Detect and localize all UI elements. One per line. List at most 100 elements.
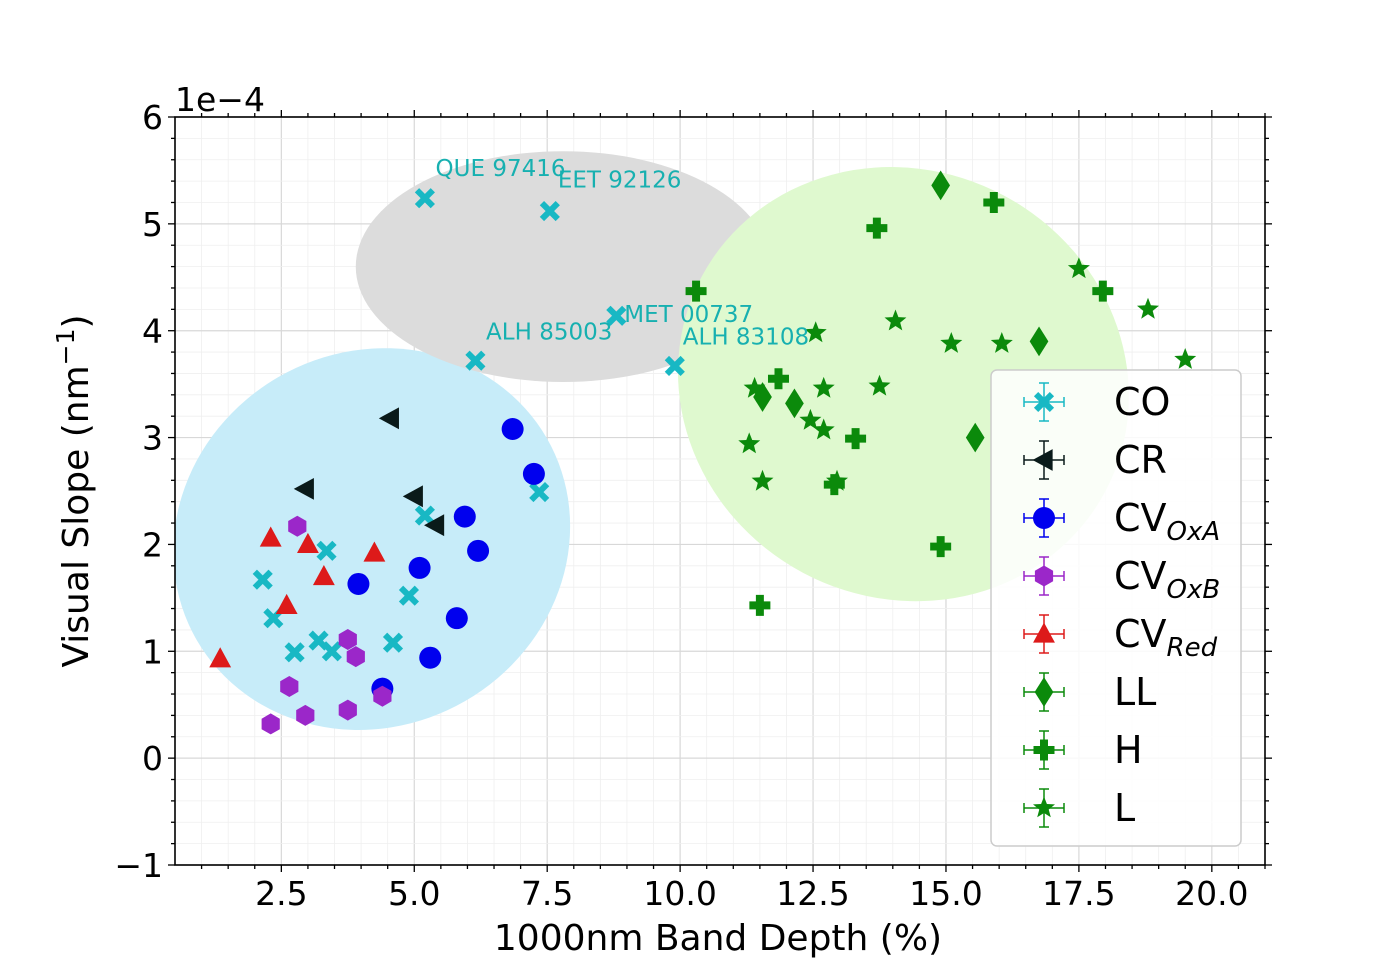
series-CV_Red <box>209 526 386 668</box>
point-CV_OxA <box>419 646 442 669</box>
point-CO <box>539 200 560 222</box>
point-CV_Red <box>363 541 386 562</box>
point-CV_OxA <box>522 462 545 485</box>
anomalous-region <box>355 151 771 383</box>
legend-marker-CO <box>1033 391 1055 413</box>
point-H <box>685 280 707 302</box>
y-tick-label: 5 <box>142 205 163 244</box>
legend-label-H: H <box>1114 728 1143 772</box>
x-tick-label: 20.0 <box>1175 874 1248 913</box>
legend-label-LL: LL <box>1114 670 1156 714</box>
point-CV_OxA <box>445 607 468 630</box>
legend-item-CV_OxA: CVOxA <box>1023 496 1220 547</box>
point-L <box>812 418 835 440</box>
point-CO <box>465 350 486 371</box>
point-L <box>799 408 822 430</box>
point-L <box>1137 297 1159 319</box>
point-CO <box>316 540 337 561</box>
legend-item-L: L <box>1023 786 1135 830</box>
y-axis-label-base: Visual Slope (nm <box>56 365 97 667</box>
legend-label-CV_OxB: CVOxB <box>1114 554 1220 605</box>
point-H <box>930 536 952 558</box>
annotation-label: ALH 83108 <box>683 325 809 351</box>
x-axis-label: 1000nm Band Depth (%) <box>494 918 942 959</box>
point-H <box>749 594 771 616</box>
point-CR <box>402 485 423 508</box>
x-tick-label: 17.5 <box>1042 874 1115 913</box>
point-LL <box>965 422 985 453</box>
point-CV_Red <box>259 526 282 547</box>
legend-item-LL: LL <box>1023 670 1156 714</box>
point-CV_OxA <box>453 505 476 528</box>
legend-item-H: H <box>1023 728 1143 772</box>
point-CR <box>293 477 314 500</box>
point-L <box>743 376 766 398</box>
series-L <box>738 257 1197 491</box>
point-CO <box>321 641 342 662</box>
y-tick-label: 2 <box>142 525 163 564</box>
legend-marker-CV_Red <box>1033 622 1055 643</box>
legend-item-CR: CR <box>1023 438 1167 482</box>
legend: CO CR CVOxA CVOxB CVRed LL HL <box>990 369 1242 847</box>
x-tick-label: 2.5 <box>255 874 307 913</box>
point-CV_OxA <box>467 539 490 562</box>
y-tick-label: −1 <box>114 846 163 885</box>
point-L <box>884 309 907 331</box>
legend-label-CV_Red: CVRed <box>1114 612 1218 663</box>
point-CV_OxA <box>347 572 370 595</box>
legend-marker-LL <box>1034 677 1054 707</box>
point-CO <box>529 482 550 503</box>
marker-layer <box>209 170 1197 735</box>
point-CO <box>414 188 435 209</box>
y-tick-label: 0 <box>142 739 163 778</box>
series-CO <box>252 188 685 663</box>
x-tick-label: 5.0 <box>388 874 440 913</box>
legend-label-CV_OxA: CVOxA <box>1114 496 1220 547</box>
y-axis-label-end: ) <box>56 314 97 328</box>
point-L <box>804 321 827 343</box>
y-axis-label: Visual Slope (nm−1) <box>51 314 97 667</box>
point-CV_Red <box>297 532 319 554</box>
legend-label-L: L <box>1114 786 1135 830</box>
annotation-label: ALH 85003 <box>486 319 612 345</box>
point-LL <box>931 170 951 201</box>
legend-label-CO: CO <box>1114 380 1170 424</box>
point-LL <box>753 382 772 412</box>
x-tick-label: 7.5 <box>521 874 573 913</box>
y-tick-label: 1 <box>142 632 163 671</box>
legend-marker-L <box>1033 796 1055 818</box>
annotation-label: MET 00737 <box>624 302 753 328</box>
point-CO <box>414 505 435 526</box>
point-CV_OxB <box>346 646 365 668</box>
legend-marker-H <box>1033 739 1055 761</box>
series-CR <box>293 407 445 537</box>
point-L <box>1067 257 1090 279</box>
point-CV_OxA <box>501 418 524 441</box>
point-H <box>845 428 867 450</box>
point-CO <box>252 569 273 590</box>
point-L <box>751 469 774 491</box>
point-CO <box>398 585 420 606</box>
y-tick-label: 6 <box>142 98 163 137</box>
point-CV_OxA <box>408 556 431 579</box>
x-tick-label: 15.0 <box>909 874 982 913</box>
point-CV_Red <box>275 593 298 614</box>
series-CV_OxB <box>261 515 392 735</box>
point-LL <box>1029 326 1049 357</box>
y-tick-label: 3 <box>142 419 163 458</box>
legend-item-CO: CO <box>1023 380 1170 424</box>
point-CV_OxB <box>261 713 280 735</box>
legend-marker-CR <box>1032 449 1053 471</box>
point-CO <box>664 355 685 377</box>
point-L <box>940 332 963 353</box>
point-H <box>767 368 789 390</box>
point-L <box>990 332 1013 353</box>
point-H <box>866 217 888 239</box>
carbonaceous-region <box>175 348 571 730</box>
point-CO <box>382 632 404 653</box>
y-tick-label: 4 <box>142 312 163 351</box>
legend-item-CV_OxB: CVOxB <box>1023 554 1220 605</box>
x-tick-label: 10.0 <box>643 874 716 913</box>
